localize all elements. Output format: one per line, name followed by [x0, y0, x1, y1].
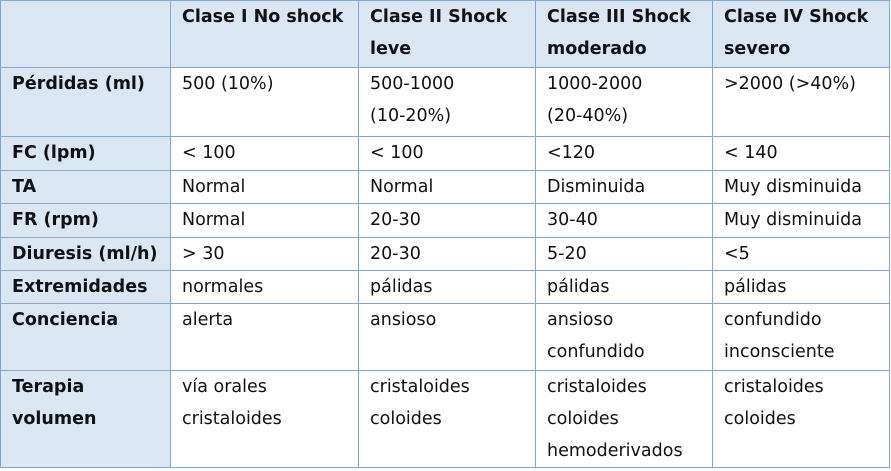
cell-terapia-clase-1: vía orales cristaloides: [170, 370, 359, 468]
cell-fc-clase-4: < 140: [712, 136, 890, 171]
row-label-conciencia: Conciencia: [0, 303, 171, 371]
row-extremidades: Extremidades normales pálidas pálidas pá…: [0, 270, 890, 304]
row-label-diuresis: Diuresis (ml/h): [0, 237, 171, 271]
cell-perdidas-clase-2: 500-1000 (10-20%): [358, 67, 536, 137]
cell-extremidades-clase-2: pálidas: [358, 270, 536, 304]
cell-fc-clase-2: < 100: [358, 136, 536, 171]
cell-ta-clase-4: Muy disminuida: [712, 170, 890, 204]
row-label-terapia-volumen: Terapia volumen: [0, 370, 171, 468]
cell-fr-clase-1: Normal: [170, 203, 359, 238]
row-label-fr: FR (rpm): [0, 203, 171, 238]
row-fr: FR (rpm) Normal 20-30 30-40 Muy disminui…: [0, 203, 890, 238]
cell-fr-clase-2: 20-30: [358, 203, 536, 238]
row-label-fc: FC (lpm): [0, 136, 171, 171]
cell-perdidas-clase-4: >2000 (>40%): [712, 67, 890, 137]
row-diuresis: Diuresis (ml/h) > 30 20-30 5-20 <5: [0, 237, 890, 271]
cell-diuresis-clase-4: <5: [712, 237, 890, 271]
cell-ta-clase-3: Disminuida: [535, 170, 713, 204]
cell-conciencia-clase-4: confundido inconsciente: [712, 303, 890, 371]
header-clase-4: Clase IV Shock severo: [712, 0, 890, 68]
row-ta: TA Normal Normal Disminuida Muy disminui…: [0, 170, 890, 204]
row-terapia-volumen: Terapia volumen vía orales cristaloides cr…: [0, 370, 890, 468]
cell-terapia-clase-2: cristaloides coloides: [358, 370, 536, 468]
row-label-ta: TA: [0, 170, 171, 204]
cell-extremidades-clase-3: pálidas: [535, 270, 713, 304]
row-fc: FC (lpm) < 100 < 100 <120 < 140: [0, 136, 890, 171]
cell-diuresis-clase-1: > 30: [170, 237, 359, 271]
cell-conciencia-clase-3: ansioso confundido: [535, 303, 713, 371]
cell-conciencia-clase-1: alerta: [170, 303, 359, 371]
cell-diuresis-clase-3: 5-20: [535, 237, 713, 271]
row-label-perdidas: Pérdidas (ml): [0, 67, 171, 137]
cell-ta-clase-1: Normal: [170, 170, 359, 204]
header-clase-1: Clase I No shock: [170, 0, 359, 68]
cell-extremidades-clase-1: normales: [170, 270, 359, 304]
cell-fr-clase-3: 30-40: [535, 203, 713, 238]
cell-extremidades-clase-4: pálidas: [712, 270, 890, 304]
cell-diuresis-clase-2: 20-30: [358, 237, 536, 271]
row-conciencia: Conciencia alerta ansioso ansioso confund…: [0, 303, 890, 371]
cell-fc-clase-1: < 100: [170, 136, 359, 171]
table-body: Pérdidas (ml) 500 (10%) 500-1000 (10-20%)…: [0, 67, 890, 468]
cell-terapia-clase-4: cristaloides coloides: [712, 370, 890, 468]
header-corner-cell: [0, 0, 171, 68]
header-clase-2: Clase II Shock leve: [358, 0, 536, 68]
header-clase-3: Clase III Shock moderado: [535, 0, 713, 68]
cell-fc-clase-3: <120: [535, 136, 713, 171]
cell-conciencia-clase-2: ansioso: [358, 303, 536, 371]
cell-fr-clase-4: Muy disminuida: [712, 203, 890, 238]
cell-ta-clase-2: Normal: [358, 170, 536, 204]
header-row: Clase I No shock Clase II Shock leve Clas…: [0, 0, 890, 68]
row-perdidas: Pérdidas (ml) 500 (10%) 500-1000 (10-20%)…: [0, 67, 890, 137]
cell-perdidas-clase-1: 500 (10%): [170, 67, 359, 137]
row-label-extremidades: Extremidades: [0, 270, 171, 304]
cell-perdidas-clase-3: 1000-2000 (20-40%): [535, 67, 713, 137]
cell-terapia-clase-3: cristaloides coloides hemoderivados: [535, 370, 713, 468]
